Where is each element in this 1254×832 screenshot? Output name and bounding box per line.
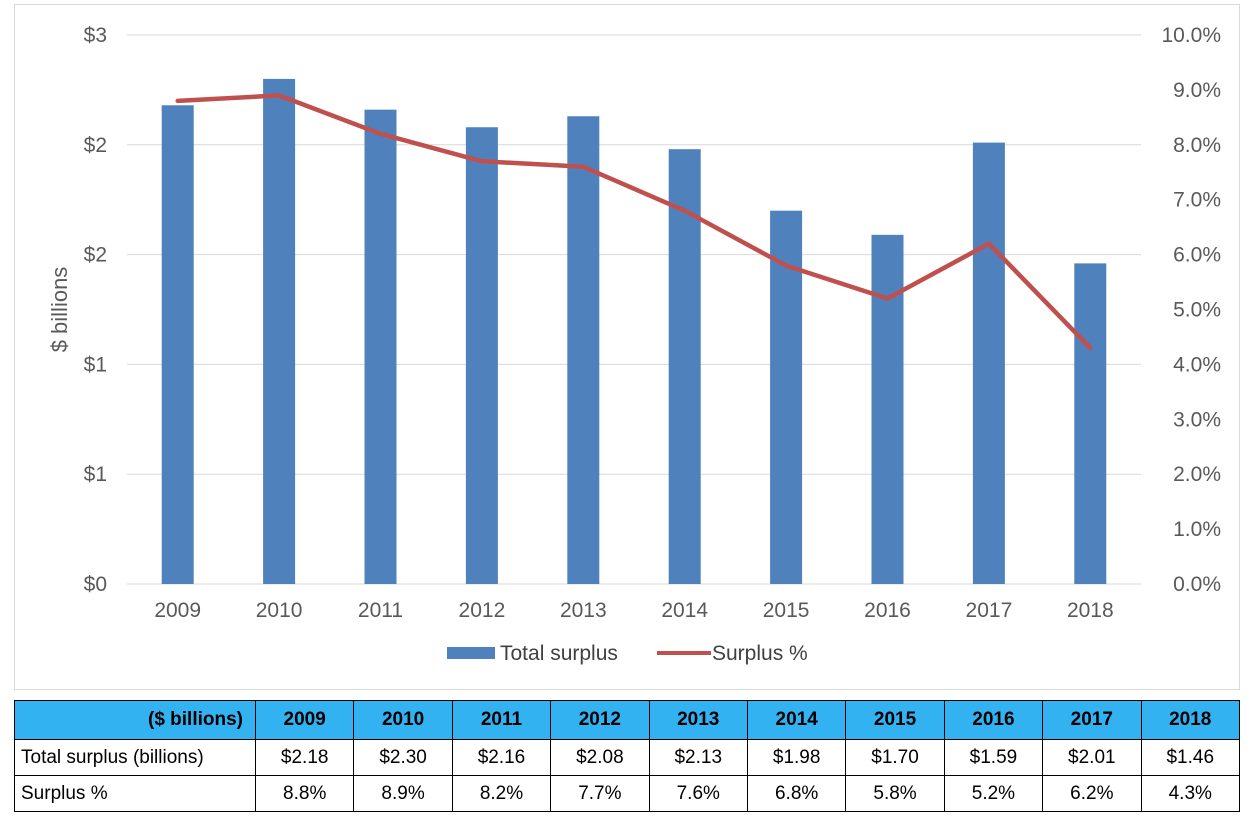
left-tick-label: $0 — [84, 573, 107, 596]
left-tick-label: $2 — [84, 244, 107, 267]
table-cell: $2.18 — [254, 739, 355, 776]
table-header-year: 2018 — [1140, 700, 1241, 740]
table-row: Surplus % 8.8% 8.9% 8.2% 7.7% 7.6% 6.8% 5.8% 5.2… — [14, 775, 1241, 812]
table-cell: $1.70 — [845, 739, 945, 776]
table-header-year: 2017 — [1042, 700, 1142, 740]
left-tick-label: $1 — [84, 463, 107, 486]
x-tick-label: 2010 — [256, 599, 303, 622]
table-cell: $2.08 — [550, 739, 650, 776]
right-tick-label: 2.0% — [1173, 463, 1221, 486]
table-header-year: 2012 — [550, 700, 650, 740]
right-tick-label: 3.0% — [1173, 408, 1221, 431]
data-table: ($ billions) 2009 2010 2011 2012 2013 2014 201… — [14, 700, 1241, 812]
legend-swatch-bars — [447, 647, 495, 659]
table-header-label: ($ billions) — [14, 700, 256, 740]
chart-frame: 0.0% 1.0% 2.0% 3.0% 4.0% 5.0% 6.0% 7.0% 8.0% 9.0%… — [14, 4, 1240, 690]
table-cell: 7.7% — [550, 775, 650, 812]
legend-label: Surplus % — [712, 642, 808, 665]
right-tick-label: 0.0% — [1173, 573, 1221, 596]
table-cell: $1.59 — [943, 739, 1044, 776]
table-cell: 8.2% — [451, 775, 552, 812]
combo-chart: 0.0% 1.0% 2.0% 3.0% 4.0% 5.0% 6.0% 7.0% 8.0% 9.0%… — [47, 24, 1221, 665]
right-tick-label: 5.0% — [1173, 299, 1221, 322]
table-cell: 7.6% — [648, 775, 748, 812]
table-header-year: 2010 — [353, 700, 453, 740]
bar — [364, 109, 397, 584]
bar — [465, 127, 498, 585]
table-cell: $1.46 — [1140, 739, 1241, 776]
x-tick-label: 2016 — [864, 599, 911, 622]
x-tick-label: 2012 — [459, 599, 506, 622]
table-header-year: 2015 — [845, 700, 945, 740]
table-cell: 8.8% — [254, 775, 355, 812]
legend-label: Total surplus — [500, 642, 618, 665]
table-cell: $1.98 — [746, 739, 847, 776]
table-cell: 4.3% — [1140, 775, 1241, 812]
left-tick-label: $3 — [84, 24, 107, 47]
table-cell: $2.16 — [451, 739, 552, 776]
y-axis-title: $ billions — [47, 267, 72, 353]
x-tick-label: 2009 — [154, 599, 201, 622]
right-tick-label: 8.0% — [1173, 134, 1221, 157]
right-tick-label: 9.0% — [1173, 79, 1221, 102]
table-header-row: ($ billions) 2009 2010 2011 2012 2013 2014 201… — [14, 700, 1241, 740]
table-header-year: 2011 — [451, 700, 552, 740]
table-cell: 5.2% — [943, 775, 1044, 812]
bar — [161, 105, 194, 584]
right-tick-label: 6.0% — [1173, 244, 1221, 267]
bar — [567, 116, 600, 584]
table-cell: 6.8% — [746, 775, 847, 812]
right-tick-label: 1.0% — [1173, 518, 1221, 541]
table-cell: $2.30 — [353, 739, 453, 776]
right-tick-label: 10.0% — [1161, 24, 1221, 47]
left-tick-label: $1 — [84, 353, 107, 376]
bar — [1074, 263, 1107, 584]
table-cell: 5.8% — [845, 775, 945, 812]
table-cell: $2.13 — [648, 739, 748, 776]
left-tick-label: $2 — [84, 134, 107, 157]
x-tick-label: 2017 — [966, 599, 1013, 622]
bar — [871, 234, 904, 584]
table-row-label: Total surplus (billions) — [14, 739, 256, 776]
right-tick-label: 7.0% — [1173, 189, 1221, 212]
x-tick-label: 2013 — [560, 599, 607, 622]
bar — [972, 142, 1005, 584]
x-tick-label: 2014 — [661, 599, 708, 622]
table-cell: 8.9% — [353, 775, 453, 812]
table-cell: $2.01 — [1042, 739, 1142, 776]
table-header-year: 2009 — [254, 700, 355, 740]
right-tick-label: 4.0% — [1173, 353, 1221, 376]
table-cell: 6.2% — [1042, 775, 1142, 812]
x-tick-label: 2011 — [358, 599, 403, 622]
x-tick-label: 2015 — [763, 599, 810, 622]
table-header-year: 2013 — [648, 700, 748, 740]
table-header-year: 2016 — [943, 700, 1044, 740]
x-tick-label: 2018 — [1067, 599, 1114, 622]
bar — [668, 149, 701, 584]
bar — [770, 210, 803, 584]
line-series — [175, 93, 1093, 351]
bar — [263, 78, 296, 585]
table-row: Total surplus (billions) $2.18 $2.30 $2.16 $… — [14, 739, 1241, 776]
table-row-label: Surplus % — [14, 775, 256, 812]
table-header-year: 2014 — [746, 700, 847, 740]
